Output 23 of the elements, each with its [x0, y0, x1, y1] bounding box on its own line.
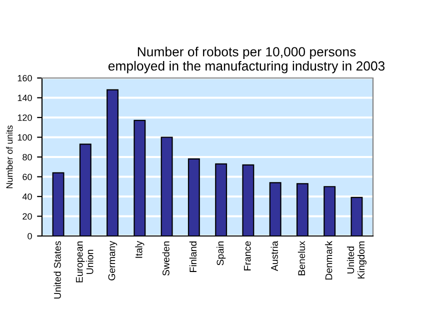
y-tick-label: 80	[22, 154, 32, 160]
x-tick-label: Finland	[189, 241, 197, 272]
y-axis-title: Number of units	[6, 125, 13, 188]
y-tick-label: 120	[18, 114, 32, 121]
x-tick-label: European Union	[76, 241, 94, 282]
x-tick-label: Sweden	[162, 241, 170, 276]
y-tick-label: 140	[18, 94, 32, 102]
x-tick-label: France	[244, 241, 251, 270]
y-tick-label: 100	[18, 134, 32, 141]
x-tick-label: Germany	[108, 240, 118, 280]
x-tick-label: Benelux	[298, 240, 306, 276]
x-tick-label: United Kingdom	[346, 242, 366, 278]
x-tick-label: Italy	[135, 240, 144, 258]
chart-title: Number of robots per 10,000 persons employed in the manufacturing industry in 2003	[108, 46, 385, 74]
x-tick-label: Austria	[270, 240, 278, 272]
y-tick-label: 60	[22, 174, 32, 180]
x-tick-label: United States	[54, 241, 61, 298]
y-tick-label: 40	[22, 193, 32, 200]
x-tick-label: Denmark	[325, 240, 332, 280]
y-tick-label: 20	[22, 213, 32, 220]
y-tick-label: 0	[28, 232, 32, 240]
x-tick-label: Spain	[216, 241, 226, 266]
y-tick-label: 160	[18, 74, 32, 82]
